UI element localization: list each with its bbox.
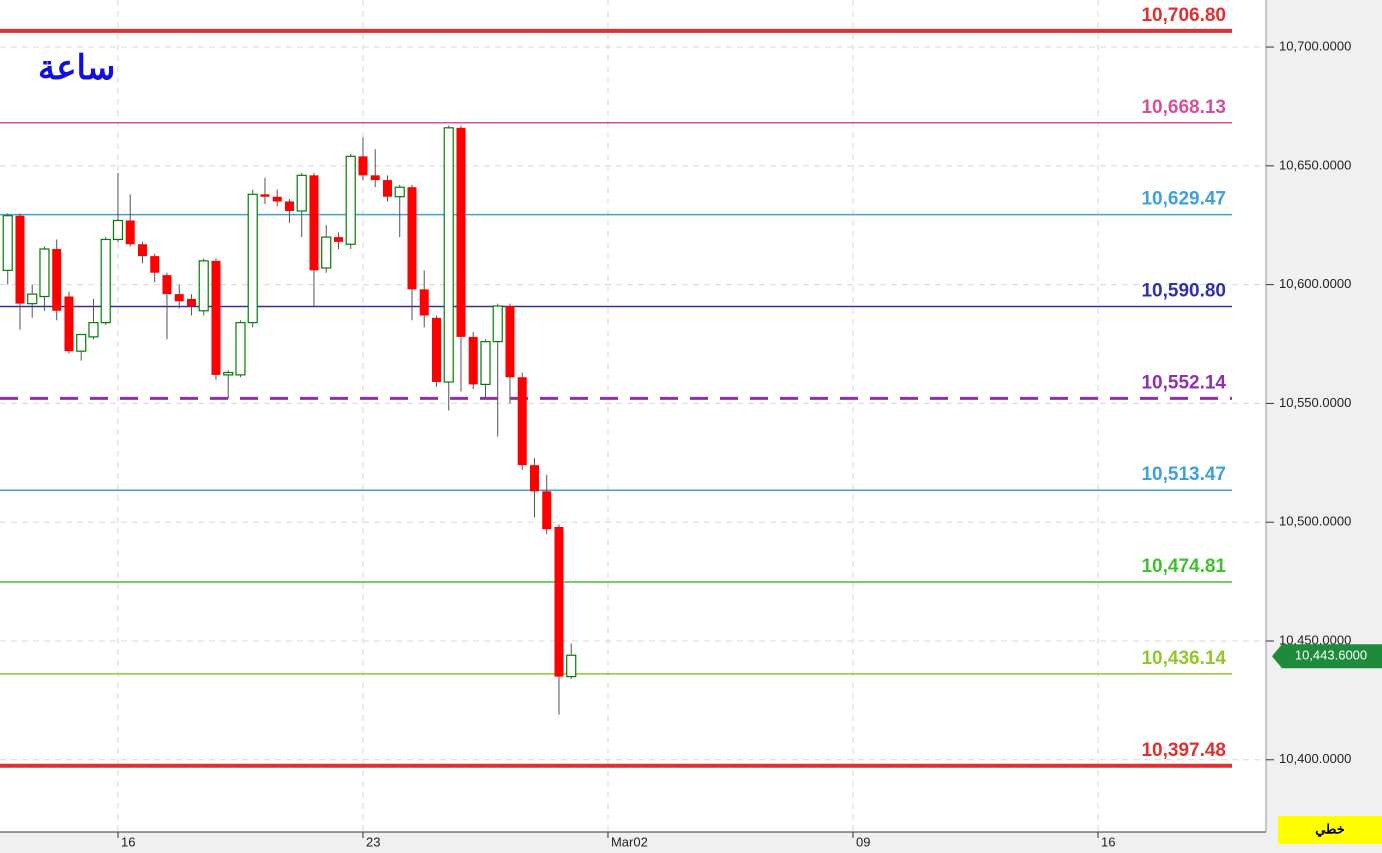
- level-label: 10,513.47: [1141, 464, 1226, 485]
- level-label: 10,436.14: [1141, 648, 1226, 669]
- candle-body: [370, 175, 380, 181]
- y-tick-label: 10,550.0000: [1279, 395, 1351, 410]
- candle-body: [247, 193, 258, 324]
- candle-body: [174, 294, 184, 302]
- candle-body: [27, 293, 38, 305]
- level-label: 10,706.80: [1141, 5, 1226, 26]
- candle-body: [505, 306, 515, 378]
- candle-body: [272, 196, 282, 202]
- candle-body: [223, 371, 234, 376]
- candle-body: [456, 127, 466, 337]
- candle-body: [260, 194, 270, 197]
- x-tick-label: 16: [1101, 834, 1115, 849]
- candle-body: [554, 526, 564, 677]
- candle-body: [15, 215, 25, 304]
- candle-body: [345, 155, 356, 245]
- candle-body: [517, 377, 527, 466]
- candle-body: [529, 465, 539, 492]
- candle-body: [296, 174, 307, 212]
- level-label: 10,629.47: [1141, 189, 1226, 210]
- candle-body: [542, 491, 552, 530]
- candle-body: [52, 248, 62, 311]
- x-tick-label: 09: [856, 834, 870, 849]
- candle-body: [468, 336, 478, 385]
- price-panel: [1266, 0, 1382, 853]
- candle-body: [211, 260, 221, 375]
- x-tick-label: 16: [121, 834, 135, 849]
- candle-body: [382, 180, 392, 197]
- candle-body: [407, 187, 417, 290]
- y-tick-label: 10,500.0000: [1279, 514, 1351, 529]
- candle-body: [162, 275, 172, 295]
- candle-body: [443, 127, 454, 383]
- candle-body: [358, 156, 368, 176]
- candle-body: [137, 244, 147, 257]
- y-tick-label: 10,450.0000: [1279, 632, 1351, 647]
- candle-body: [76, 333, 87, 352]
- x-tick-label: Mar02: [611, 834, 648, 849]
- level-label: 10,668.13: [1141, 97, 1226, 118]
- candle-body: [321, 236, 332, 269]
- candle-body: [2, 215, 13, 271]
- candle-body: [566, 654, 577, 678]
- level-label: 10,552.14: [1141, 372, 1226, 393]
- candle-body: [284, 201, 294, 211]
- candle-body: [235, 322, 246, 376]
- candle-body: [112, 219, 124, 241]
- candle-body: [125, 220, 135, 245]
- candle-body: [492, 305, 503, 343]
- y-tick-label: 10,700.0000: [1279, 38, 1351, 53]
- candle-body: [419, 289, 429, 316]
- level-label: 10,474.81: [1141, 556, 1226, 577]
- last-price-tag: [1272, 644, 1382, 669]
- y-tick-label: 10,600.0000: [1279, 276, 1351, 291]
- candle-body: [88, 322, 99, 338]
- date-panel: [0, 832, 1266, 853]
- candle-body: [333, 237, 343, 242]
- chart-title: ساعة: [38, 49, 115, 87]
- level-label: 10,397.48: [1141, 740, 1226, 761]
- x-tick-label: 23: [366, 834, 380, 849]
- candle-body: [198, 260, 209, 312]
- candle-body: [309, 175, 319, 271]
- last-price-label: 10,443.6000: [1295, 648, 1367, 663]
- scale-button-label[interactable]: خطي: [1315, 821, 1345, 837]
- level-label: 10,590.80: [1141, 280, 1226, 301]
- candle-body: [431, 317, 441, 383]
- candle-body: [100, 238, 111, 324]
- candle-body: [39, 248, 50, 298]
- candle-body: [64, 296, 74, 352]
- y-tick-label: 10,400.0000: [1279, 751, 1351, 766]
- candle-body: [150, 256, 160, 273]
- candle-body: [186, 298, 196, 307]
- scale-button[interactable]: [1278, 816, 1382, 844]
- candle-body: [394, 186, 405, 198]
- candle-body: [480, 341, 491, 386]
- y-tick-label: 10,650.0000: [1279, 157, 1351, 172]
